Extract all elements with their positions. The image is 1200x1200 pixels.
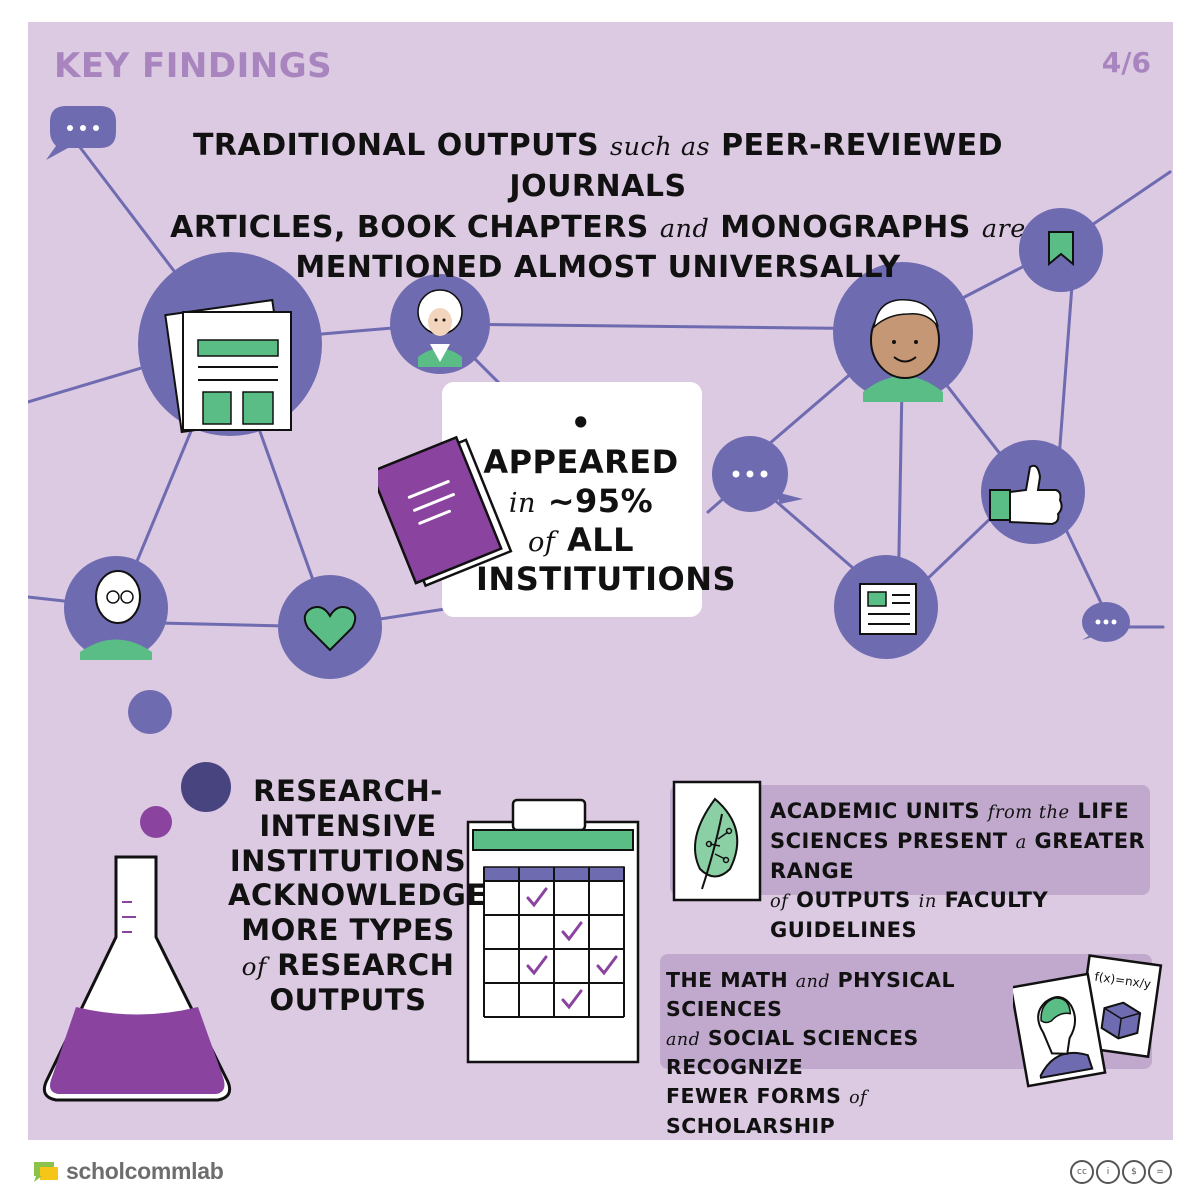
callout-line: of OUTPUTS in FACULTY GUIDELINES xyxy=(770,886,1155,946)
callout-word: OUTPUTS xyxy=(796,888,911,913)
research-line: OUTPUTS xyxy=(269,982,427,1017)
science-cards-icon: f(x)=nx/y xyxy=(1013,954,1163,1088)
chat-bubble-icon xyxy=(1082,602,1130,642)
headline-text: PEER-REVIEWED JOURNALS xyxy=(509,128,1004,204)
stat-connector: in xyxy=(508,488,537,520)
headline-line: TRADITIONAL OUTPUTS such as PEER-REVIEWE… xyxy=(118,126,1078,208)
callout-line: and SOCIAL SCIENCES RECOGNIZE xyxy=(666,1024,1036,1082)
chat-bubble-icon xyxy=(712,436,803,512)
sharealike-icon: = xyxy=(1148,1160,1172,1184)
callout-line: FEWER FORMS of SCHOLARSHIP xyxy=(666,1082,1036,1140)
chat-bubble-icon xyxy=(46,106,116,160)
logo-part: lab xyxy=(191,1158,224,1184)
callout-word: GREATER RANGE xyxy=(770,828,1146,883)
research-intensive-text: RESEARCH- INTENSIVE INSTITUTIONS ACKNOWL… xyxy=(228,774,487,1018)
creative-commons-license[interactable]: cc i $ = xyxy=(1070,1160,1172,1184)
research-connector: of xyxy=(241,951,267,981)
attribution-icon: i xyxy=(1096,1160,1120,1184)
research-line: ACKNOWLEDGE xyxy=(228,878,487,913)
math-sciences-text: THE MATH and PHYSICAL SCIENCES and SOCIA… xyxy=(666,966,1036,1140)
headline-line: ARTICLES, BOOK CHAPTERS and MONOGRAPHS a… xyxy=(118,208,1078,249)
research-word: RESEARCH xyxy=(277,947,455,982)
stat-word: APPEARED xyxy=(483,443,679,482)
documents-icon xyxy=(138,252,322,436)
math-sciences-callout: THE MATH and PHYSICAL SCIENCES and SOCIA… xyxy=(660,954,1152,1138)
callout-word: SCIENCES PRESENT xyxy=(770,828,1008,853)
headline-text: TRADITIONAL OUTPUTS xyxy=(192,128,600,163)
callout-word: FEWER FORMS xyxy=(666,1084,842,1109)
research-line: INSTITUTIONS xyxy=(229,843,467,878)
callout-connector: of xyxy=(770,891,789,913)
network-illustration xyxy=(28,106,1172,1102)
cc-icon: cc xyxy=(1070,1160,1094,1184)
callout-connector: and xyxy=(795,972,830,992)
noncommercial-icon: $ xyxy=(1122,1160,1146,1184)
research-line: RESEARCH- xyxy=(253,774,443,808)
headline-line: MENTIONED ALMOST UNIVERSALLY xyxy=(118,248,1078,289)
headline: TRADITIONAL OUTPUTS such as PEER-REVIEWE… xyxy=(118,126,1078,289)
scholcommlab-logo[interactable]: scholcommlab xyxy=(32,1158,224,1185)
callout-connector: and xyxy=(666,1030,701,1051)
book-icon xyxy=(378,435,513,588)
callout-word: ACADEMIC UNITS xyxy=(770,799,981,823)
speech-bubble-logo-icon xyxy=(34,1161,58,1182)
callout-line: SCIENCES PRESENT a GREATER RANGE xyxy=(770,827,1155,887)
headline-connector: are xyxy=(981,213,1026,244)
stat-word: ALL xyxy=(567,521,635,560)
research-line: MORE TYPES xyxy=(241,913,455,948)
infographic-panel: KEY FINDINGS 4/6 TRADITIONAL OUTPUTS suc… xyxy=(28,22,1173,1140)
headline-text: MENTIONED ALMOST UNIVERSALLY xyxy=(295,250,901,286)
heart-icon xyxy=(278,575,382,679)
bookmark-icon xyxy=(1019,208,1103,292)
callout-line: ACADEMIC UNITS from the LIFE xyxy=(770,797,1155,827)
stat-word: INSTITUTIONS xyxy=(476,560,737,599)
stat-line: • APPEARED xyxy=(476,404,686,482)
research-line: of RESEARCH xyxy=(228,948,468,983)
flask-icon xyxy=(42,855,232,1102)
thumbs-up-icon xyxy=(981,440,1085,544)
stat-text: • APPEARED in ~95% of ALL INSTITUTIONS xyxy=(476,404,736,599)
callout-word: THE MATH xyxy=(666,968,789,992)
research-line: INTENSIVE xyxy=(259,808,437,843)
stat-line: in ~95% xyxy=(476,482,686,521)
flask-bubbles xyxy=(128,690,231,838)
headline-text: ARTICLES, BOOK CHAPTERS xyxy=(170,209,649,245)
logo-wordmark: scholcommlab xyxy=(66,1158,224,1185)
stat-line: INSTITUTIONS xyxy=(476,560,736,599)
stat-connector: of xyxy=(527,527,556,559)
callout-word: FACULTY GUIDELINES xyxy=(770,888,1049,943)
bullet: • xyxy=(570,404,592,442)
page-indicator: 4/6 xyxy=(1101,46,1151,79)
stat-percentage: ~95% xyxy=(547,482,654,521)
callout-word: SOCIAL SCIENCES RECOGNIZE xyxy=(666,1026,919,1080)
callout-connector: a xyxy=(1015,831,1027,853)
checklist-clipboard-icon xyxy=(466,798,640,1064)
section-title: KEY FINDINGS xyxy=(54,46,333,86)
man-avatar-icon xyxy=(833,262,973,402)
headline-connector: such as xyxy=(610,132,711,162)
stat-line: of ALL xyxy=(476,521,686,560)
woman-avatar-icon xyxy=(390,274,490,374)
leaf-card-icon xyxy=(672,780,762,902)
logo-part: comm xyxy=(124,1158,192,1184)
callout-line: THE MATH and PHYSICAL SCIENCES xyxy=(666,966,1036,1024)
headline-connector: and xyxy=(659,213,710,244)
logo-part: schol xyxy=(66,1158,125,1184)
callout-word: PHYSICAL SCIENCES xyxy=(666,968,956,1022)
callout-word: LIFE xyxy=(1077,799,1130,823)
headline-text: MONOGRAPHS xyxy=(720,209,971,245)
callout-connector: in xyxy=(918,891,937,913)
callout-connector: from the xyxy=(987,802,1070,823)
article-icon xyxy=(834,555,938,659)
callout-word: SCHOLARSHIP xyxy=(666,1113,836,1138)
life-sciences-text: ACADEMIC UNITS from the LIFE SCIENCES PR… xyxy=(770,797,1155,946)
old-man-avatar-icon xyxy=(64,556,168,660)
callout-connector: of xyxy=(849,1088,867,1109)
